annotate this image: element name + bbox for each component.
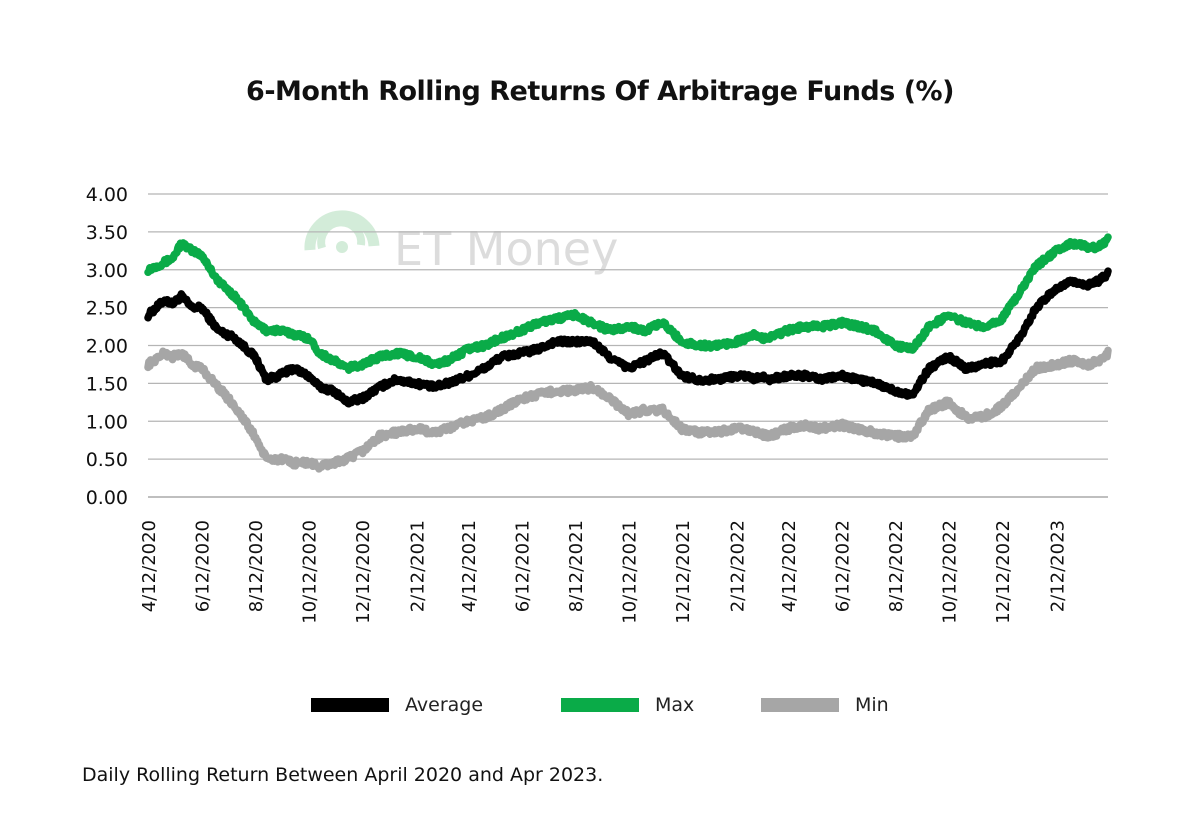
legend-label-min: Min — [855, 694, 889, 716]
y-tick-label: 0.00 — [86, 487, 128, 509]
series-lines — [144, 233, 1112, 473]
y-tick-label: 4.00 — [86, 184, 128, 206]
y-tick-label: 1.00 — [86, 411, 128, 433]
x-tick-label: 4/12/2020 — [139, 520, 160, 612]
x-tick-label: 6/12/2020 — [192, 520, 213, 612]
et-money-logo-icon — [304, 210, 380, 253]
watermark-text: ET Money — [394, 222, 618, 276]
x-tick-label: 12/12/2022 — [993, 520, 1014, 624]
x-tick-label: 2/12/2022 — [727, 520, 748, 612]
y-tick-label: 2.50 — [86, 298, 128, 320]
x-tick-label: 10/12/2021 — [619, 520, 640, 624]
y-tick-label: 3.00 — [86, 260, 128, 282]
x-tick-label: 8/12/2022 — [886, 520, 907, 612]
x-tick-label: 6/12/2021 — [512, 520, 533, 612]
series-line-min — [144, 346, 1112, 473]
series-line-average — [144, 267, 1112, 408]
chart-title: 6-Month Rolling Returns Of Arbitrage Fun… — [246, 76, 954, 107]
legend: Average Max Min — [311, 694, 889, 716]
x-tick-label: 8/12/2021 — [566, 520, 587, 612]
x-tick-label: 4/12/2021 — [459, 520, 480, 612]
footnote: Daily Rolling Return Between April 2020 … — [82, 764, 604, 786]
x-tick-label: 2/12/2023 — [1047, 520, 1068, 612]
legend-label-average: Average — [405, 694, 483, 716]
grid-lines — [148, 193, 1108, 498]
watermark: ET Money — [304, 210, 618, 276]
y-tick-label: 2.00 — [86, 336, 128, 358]
x-tick-label: 8/12/2020 — [246, 520, 267, 612]
x-axis: 4/12/2020 6/12/2020 8/12/2020 10/12/2020 12/… — [139, 520, 1068, 624]
x-tick-label: 12/12/2021 — [673, 520, 694, 624]
y-axis: 0.00 0.50 1.00 1.50 2.00 2.50 3.00 3.50 4.00 — [86, 184, 128, 509]
y-tick-label: 3.50 — [86, 222, 128, 244]
x-tick-label: 4/12/2022 — [779, 520, 800, 612]
x-tick-label: 12/12/2020 — [353, 520, 374, 624]
y-tick-label: 0.50 — [86, 449, 128, 471]
legend-swatch-average — [311, 698, 389, 712]
x-tick-label: 10/12/2022 — [939, 520, 960, 624]
series-line-max — [144, 233, 1112, 374]
legend-swatch-min — [761, 698, 839, 712]
x-tick-label: 10/12/2020 — [299, 520, 320, 624]
legend-label-max: Max — [655, 694, 694, 716]
legend-swatch-max — [561, 698, 639, 712]
x-tick-label: 6/12/2022 — [832, 520, 853, 612]
x-tick-label: 2/12/2021 — [407, 520, 428, 612]
y-tick-label: 1.50 — [86, 373, 128, 395]
